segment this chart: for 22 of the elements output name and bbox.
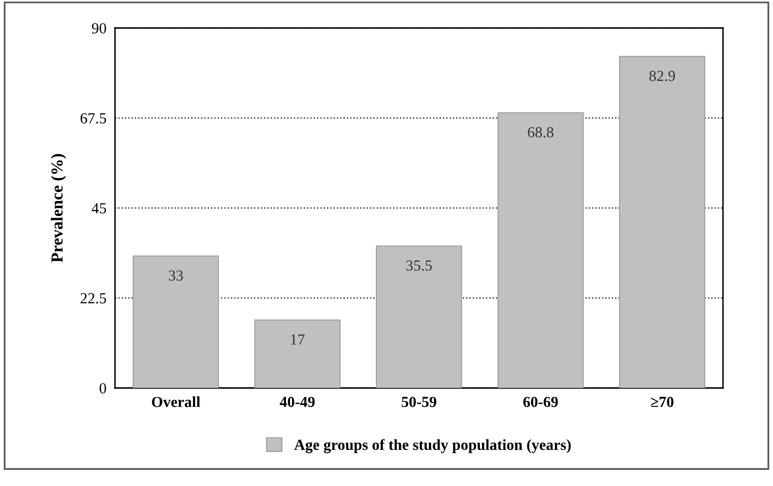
y-tick-label: 0	[100, 383, 106, 394]
y-tick-label: 90	[92, 23, 106, 34]
bar	[254, 319, 341, 388]
y-tick-label: 45	[92, 203, 106, 214]
x-tick-label: 60-69	[523, 396, 558, 408]
bar	[376, 245, 462, 388]
x-tick-label: ≥70	[651, 396, 674, 408]
bar	[619, 56, 706, 388]
y-axis-title: Prevalence (%)	[50, 154, 66, 262]
data-label: 35.5	[406, 260, 432, 271]
data-label: 68.8	[528, 127, 554, 138]
y-tick-label: 22.5	[80, 293, 106, 304]
x-tick-label: 50-59	[402, 396, 436, 408]
data-label: 33	[168, 270, 183, 281]
x-tick-label: 40-49	[280, 396, 315, 408]
legend-label: Age groups of the study population (years)	[294, 439, 571, 454]
x-tick-label: Overall	[152, 396, 200, 408]
bar	[132, 255, 219, 388]
data-label: 17	[291, 334, 305, 344]
data-label: 82.9	[649, 70, 675, 82]
bar	[497, 112, 584, 388]
y-tick-label: 67.5	[80, 113, 106, 124]
